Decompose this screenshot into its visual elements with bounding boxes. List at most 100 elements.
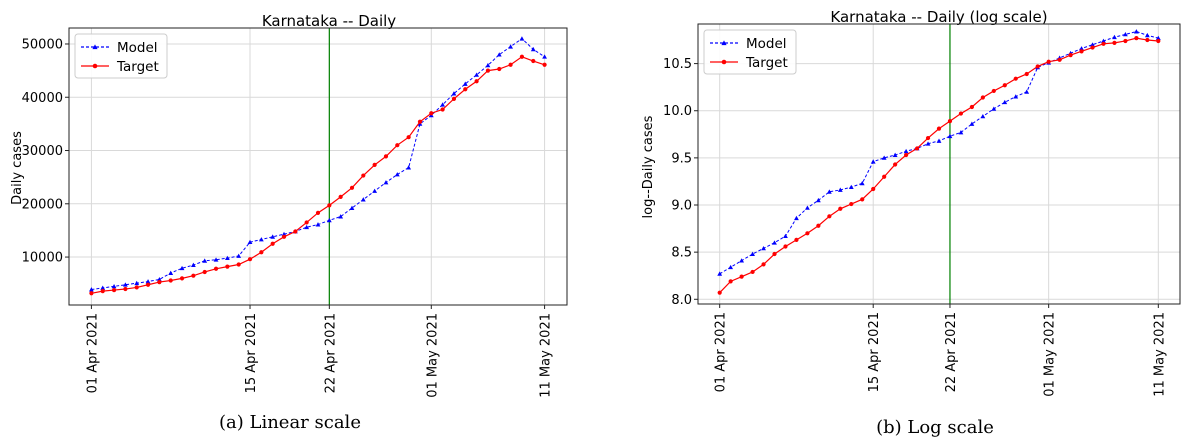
data-point <box>991 106 997 111</box>
data-point <box>190 262 196 267</box>
data-point <box>1035 64 1040 69</box>
data-point <box>179 265 185 271</box>
data-point <box>717 290 722 295</box>
data-point <box>519 54 525 59</box>
data-point <box>89 287 94 292</box>
data-point <box>1090 42 1095 47</box>
data-point <box>338 194 343 199</box>
data-point <box>293 229 298 234</box>
data-point <box>542 62 547 67</box>
data-point <box>1155 35 1161 41</box>
data-point <box>395 143 400 148</box>
chart-title: Karnataka -- Daily <box>262 12 396 30</box>
data-point <box>1123 38 1128 44</box>
data-point <box>111 287 117 293</box>
data-point <box>871 186 876 192</box>
data-point <box>168 270 174 275</box>
data-point <box>893 162 898 167</box>
data-point <box>281 234 287 239</box>
data-point <box>145 282 151 287</box>
data-point <box>213 266 219 271</box>
data-point <box>485 62 491 68</box>
data-point <box>958 111 964 116</box>
y-tick-label: 40000 <box>22 91 63 106</box>
data-point <box>496 52 502 57</box>
data-point <box>123 286 128 292</box>
data-point <box>394 172 400 177</box>
data-point <box>805 231 810 236</box>
data-point <box>474 72 480 77</box>
data-point <box>202 258 208 263</box>
data-point <box>315 222 321 227</box>
data-point <box>259 250 264 255</box>
data-point <box>440 107 445 112</box>
data-point <box>1024 89 1030 94</box>
data-point <box>860 197 865 202</box>
data-point <box>406 165 412 170</box>
legend-label: Model <box>117 40 158 56</box>
data-point <box>805 205 810 210</box>
data-point <box>1057 57 1062 62</box>
y-tick-label: 10000 <box>22 251 63 266</box>
legend-marker <box>721 40 727 46</box>
legend-label: Target <box>116 59 159 75</box>
legend-box <box>74 33 168 79</box>
data-point <box>849 201 854 207</box>
data-point <box>247 257 253 262</box>
chart-title: Karnataka -- Daily (log scale) <box>830 8 1047 26</box>
legend: Model Target <box>703 29 797 75</box>
data-point <box>530 46 536 52</box>
legend-marker <box>92 63 98 69</box>
series-target <box>89 54 547 296</box>
data-point <box>315 210 321 215</box>
legend-label: Target <box>745 55 788 71</box>
data-point <box>1002 83 1007 88</box>
data-point <box>761 262 766 267</box>
data-point <box>980 113 986 119</box>
x-tick-label: 01 Apr 2021 <box>85 313 100 393</box>
legend-marker <box>92 44 98 50</box>
data-point <box>1144 32 1150 38</box>
data-point <box>134 285 139 290</box>
data-point <box>1134 36 1139 41</box>
data-point <box>270 241 275 246</box>
data-point <box>958 130 964 135</box>
data-point <box>717 271 723 276</box>
data-point <box>191 273 196 278</box>
y-tick-label: 20000 <box>22 197 63 212</box>
y-tick-label: 50000 <box>22 37 63 52</box>
data-point <box>761 245 766 251</box>
data-point <box>739 274 744 279</box>
data-point <box>1112 40 1117 45</box>
x-tick-label: 01 Apr 2021 <box>714 312 729 392</box>
data-point <box>519 36 525 41</box>
data-point <box>837 187 843 192</box>
data-point <box>281 231 287 237</box>
x-tick-label: 15 Apr 2021 <box>867 312 882 392</box>
plot-frame <box>697 23 1181 305</box>
data-point <box>750 269 755 275</box>
data-point <box>783 233 788 239</box>
data-point <box>338 214 344 219</box>
data-point <box>1002 99 1008 105</box>
data-point <box>1079 49 1084 54</box>
data-point <box>462 81 468 86</box>
series-line <box>719 37 1159 294</box>
data-point <box>925 135 931 141</box>
data-point <box>451 96 457 101</box>
data-point <box>508 44 514 49</box>
data-point <box>772 240 777 245</box>
data-point <box>838 206 843 211</box>
data-point <box>406 135 411 140</box>
data-point <box>936 126 942 131</box>
series-model <box>717 29 1161 276</box>
legend: Model Target <box>74 33 168 79</box>
linear-scale-panel: Karnataka -- Daily Daily cases (a) Linea… <box>10 12 568 433</box>
data-point <box>474 79 479 84</box>
data-point <box>859 180 865 186</box>
data-point <box>969 121 975 126</box>
x-tick-label: 15 Apr 2021 <box>244 313 259 393</box>
data-point <box>882 174 887 179</box>
data-point <box>497 66 502 72</box>
data-point <box>1046 59 1051 64</box>
